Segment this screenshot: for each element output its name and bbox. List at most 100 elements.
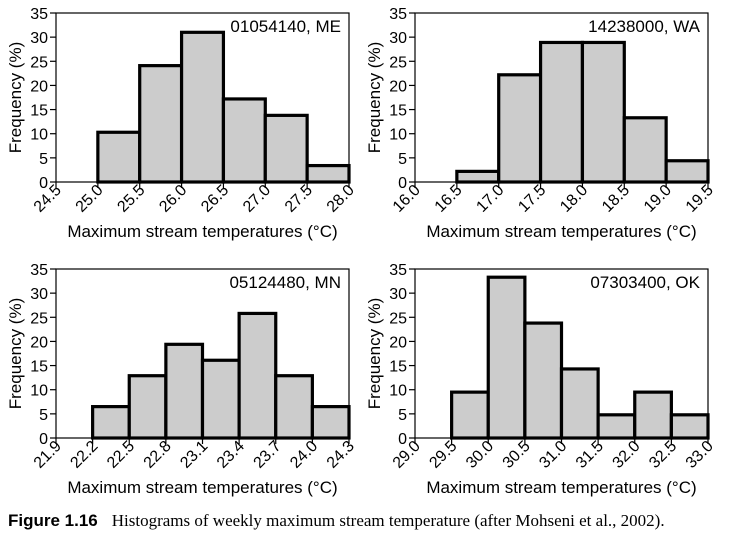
x-tick-label: 33.0: [683, 438, 717, 472]
x-tick-label: 23.7: [251, 438, 285, 472]
x-tick-label: 27.5: [282, 182, 316, 216]
histogram-bar: [559, 367, 600, 440]
histogram-bar: [455, 169, 501, 184]
histogram-bar: [274, 374, 314, 440]
y-tick-label: 10: [389, 127, 407, 144]
y-tick-label: 15: [389, 103, 407, 120]
x-tick-label: 25.5: [115, 182, 149, 216]
histogram-bar: [138, 64, 184, 184]
x-tick-label: 23.4: [214, 438, 248, 472]
histogram-bar: [523, 321, 564, 440]
y-tick-label: 30: [389, 286, 407, 303]
x-tick-label: 22.5: [104, 438, 138, 472]
histogram-bar: [538, 40, 585, 184]
x-tick-label: 17.5: [515, 182, 549, 216]
y-tick-label: 25: [30, 310, 48, 327]
y-tick-label: 20: [389, 78, 407, 95]
y-tick-label: 20: [389, 334, 407, 351]
histogram-bar: [127, 374, 168, 440]
x-tick-label: 29.5: [426, 438, 460, 472]
panel-title: 05124480, MN: [229, 273, 341, 292]
histogram-bar: [633, 390, 673, 440]
figure-caption: Figure 1.16 Histograms of weekly maximum …: [8, 509, 744, 533]
y-axis-label: Frequency (%): [365, 42, 384, 153]
x-tick-label: 25.0: [73, 182, 107, 216]
histogram-bar: [305, 163, 351, 184]
y-tick-label: 5: [39, 151, 48, 168]
y-axis-label: Frequency (%): [6, 298, 25, 409]
y-tick-label: 5: [39, 407, 48, 424]
y-tick-label: 0: [39, 431, 48, 448]
x-axis-label: Maximum stream temperatures (°C): [426, 478, 696, 497]
y-tick-label: 30: [389, 30, 407, 47]
chart-panel-1: 0 5 10 15 20 25 30 35 24.5 25.0 25.5 26.0 26.5 27.0 27…: [6, 6, 358, 241]
panel-title: 14238000, WA: [588, 17, 700, 36]
x-tick-label: 19.5: [683, 182, 717, 216]
x-tick-label: 30.0: [463, 438, 497, 472]
y-tick-label: 35: [389, 6, 407, 23]
histogram-bar: [497, 73, 543, 184]
x-tick-label: 24.5: [31, 182, 65, 216]
y-tick-label: 25: [389, 54, 407, 71]
chart-panel-3: 0 5 10 15 20 25 30 35 21.9 22.2 22.5 22.8 23.1 23.4 23…: [6, 262, 358, 497]
x-tick-label: 28.0: [324, 182, 358, 216]
x-tick-label: 27.0: [240, 182, 274, 216]
y-tick-label: 35: [30, 6, 48, 23]
histogram-bar: [237, 311, 278, 440]
y-tick-label: 10: [30, 127, 48, 144]
y-axis-label: Frequency (%): [365, 298, 384, 409]
histogram-bar: [486, 275, 527, 440]
histogram-bar: [450, 390, 490, 440]
y-tick-label: 25: [30, 54, 48, 71]
y-tick-label: 15: [30, 103, 48, 120]
x-tick-label: 31.0: [536, 438, 570, 472]
x-tick-label: 21.9: [31, 438, 65, 472]
x-tick-label: 26.5: [198, 182, 232, 216]
x-tick-label: 24.0: [287, 438, 321, 472]
histogram-bar: [200, 358, 241, 440]
x-tick-label: 26.0: [156, 182, 190, 216]
y-tick-label: 30: [30, 30, 48, 47]
y-tick-label: 5: [398, 151, 407, 168]
x-tick-label: 16.0: [390, 182, 424, 216]
y-axis-label: Frequency (%): [6, 42, 25, 153]
y-tick-label: 10: [389, 383, 407, 400]
x-tick-label: 22.8: [141, 438, 175, 472]
y-tick-label: 20: [30, 78, 48, 95]
y-tick-label: 20: [30, 334, 48, 351]
histogram-bar: [96, 130, 142, 184]
histogram-bar: [596, 413, 637, 440]
panel-title: 01054140, ME: [230, 17, 341, 36]
plot-frame: [414, 12, 709, 183]
x-tick-label: 17.0: [474, 182, 508, 216]
histogram-bar: [263, 113, 309, 184]
histogram-bar: [164, 342, 205, 440]
histogram-figure: 0 5 10 15 20 25 30 35 24.5 25.0 25.5 26.0 26.5 27.0 27…: [6, 6, 717, 497]
y-tick-label: 25: [389, 310, 407, 327]
histogram-bar: [221, 97, 267, 184]
x-tick-label: 18.0: [557, 182, 591, 216]
x-tick-label: 24.3: [324, 438, 358, 472]
y-tick-label: 0: [39, 175, 48, 192]
plot-frame: [55, 12, 350, 183]
y-tick-label: 30: [30, 286, 48, 303]
figure-label: Figure 1.16: [8, 511, 98, 530]
x-tick-label: 16.5: [432, 182, 466, 216]
y-tick-label: 10: [30, 383, 48, 400]
y-tick-label: 15: [30, 359, 48, 376]
y-tick-label: 35: [389, 262, 407, 279]
histogram-bar: [664, 159, 710, 184]
x-tick-label: 19.0: [641, 182, 675, 216]
histogram-bar: [580, 40, 626, 184]
histogram-bar: [91, 405, 131, 440]
x-tick-label: 29.0: [390, 438, 424, 472]
y-tick-label: 35: [30, 262, 48, 279]
x-tick-label: 32.5: [646, 438, 680, 472]
x-tick-label: 30.5: [500, 438, 534, 472]
x-tick-label: 18.5: [599, 182, 633, 216]
y-tick-label: 0: [398, 431, 407, 448]
x-tick-label: 22.2: [67, 438, 101, 472]
y-tick-label: 5: [398, 407, 407, 424]
